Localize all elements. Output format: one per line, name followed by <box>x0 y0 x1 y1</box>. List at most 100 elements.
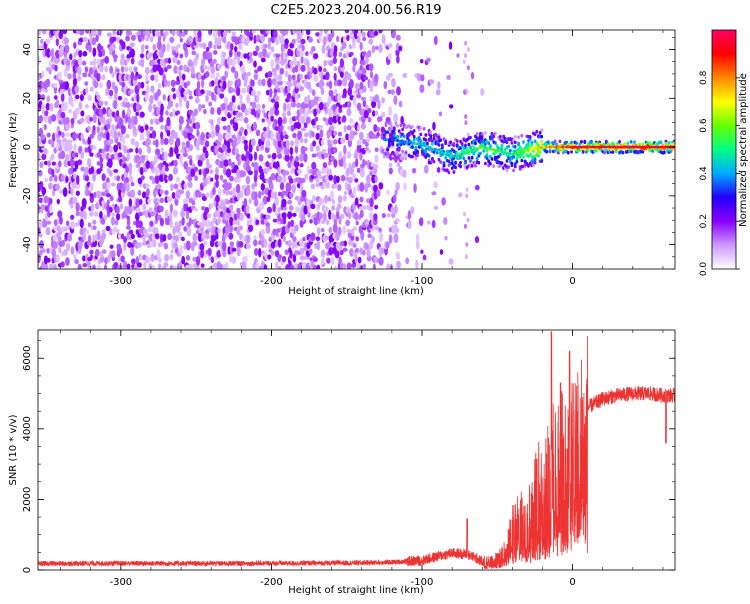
spectrogram-cell <box>123 66 129 72</box>
spectrogram-cell <box>297 169 302 175</box>
spectrogram-cell <box>359 151 363 161</box>
spectrogram-cell <box>188 90 193 96</box>
spectrogram-cell <box>136 93 140 103</box>
spectrogram-cell <box>464 40 468 46</box>
spectrogram-cell <box>365 174 371 184</box>
spectrogram-cell <box>91 37 97 46</box>
spectrogram-cell <box>48 182 53 190</box>
spectrogram-cell <box>87 222 92 228</box>
spectrogram-cell <box>164 31 169 36</box>
spectrogram-cell <box>165 110 169 116</box>
spectrogram-cell <box>364 182 369 193</box>
spectrogram-cell <box>239 94 243 101</box>
spectrogram-cell <box>354 178 359 183</box>
spectrogram-cell <box>55 37 59 47</box>
spectrogram-cell <box>315 182 321 188</box>
spectrogram-cell <box>104 65 109 73</box>
spectrogram-cell <box>347 87 353 96</box>
spectrogram-cell <box>659 140 663 145</box>
spectrogram-cell <box>117 152 123 158</box>
spectrogram-cell <box>431 219 436 229</box>
spectrogram-cell <box>139 126 145 134</box>
spectrogram-cell <box>105 225 111 232</box>
spectrogram-cell <box>332 223 338 234</box>
spectrogram-cell <box>114 85 119 95</box>
spectrogram-cell <box>153 154 159 163</box>
spectrogram-cell <box>299 30 304 37</box>
spectrogram-cell <box>178 260 183 269</box>
spectrogram-cell <box>270 59 275 69</box>
spectrogram-cell <box>159 233 164 243</box>
spectrogram-cell <box>315 177 320 184</box>
spectrogram-cell <box>38 226 41 236</box>
spectrogram-cell <box>226 200 231 205</box>
spectrogram-cell <box>319 30 323 37</box>
spectrogram-cell <box>364 141 369 147</box>
spectrogram-cell <box>88 30 94 37</box>
spectrogram-cell <box>246 123 250 130</box>
spectrogram-cell <box>38 56 41 66</box>
spectrogram-cell <box>149 36 154 43</box>
spectrogram-cell <box>433 181 438 189</box>
spectrogram-cell <box>395 181 400 191</box>
spectrogram-cell <box>455 139 459 143</box>
spectrogram-cell <box>342 88 347 97</box>
spectrogram-cell <box>328 209 332 220</box>
spectrogram-cell <box>332 214 338 220</box>
spectrogram-cell <box>329 125 335 131</box>
spectrogram-cell <box>328 226 333 234</box>
spectrogram-cell <box>631 143 635 147</box>
spectrogram-cell <box>137 233 142 238</box>
spectrogram-cell <box>43 160 49 166</box>
spectrogram-cell <box>70 203 74 209</box>
spectrogram-cell <box>130 34 136 41</box>
spectrogram-cell <box>321 44 326 54</box>
spectrogram-cell <box>355 82 359 89</box>
spectrogram-cell <box>137 220 143 229</box>
spectrogram-cell <box>424 149 428 154</box>
spectrogram-cell <box>159 197 165 204</box>
spectrogram-cell <box>41 30 47 35</box>
spectrogram-cell <box>116 36 121 43</box>
spectrogram-cell <box>338 51 343 58</box>
spectrogram-cell <box>588 143 592 147</box>
spectrogram-cell <box>360 122 367 130</box>
spectrogram-cell <box>304 96 308 105</box>
spectrogram-cell <box>148 103 153 113</box>
spectrogram-cell <box>300 145 306 155</box>
spectrogram-cell <box>183 30 188 36</box>
spectrogram-cell <box>359 81 364 90</box>
spectrogram-cell <box>309 219 313 224</box>
spectrogram-cell <box>239 126 244 133</box>
spectrogram-cell <box>374 147 379 153</box>
spectrogram-cell <box>310 174 315 180</box>
spectrogram-cell <box>266 125 270 133</box>
spectrogram-cell <box>443 216 448 226</box>
spectrogram-cell <box>266 196 271 203</box>
spectrogram-cell <box>73 143 77 153</box>
spectrogram-cell <box>166 129 171 137</box>
spectrogram-cell <box>464 143 467 148</box>
spectrogram-cell <box>84 66 89 73</box>
spectrogram-cell <box>101 231 106 240</box>
spectrogram-cell <box>49 198 53 205</box>
spectrogram-cell <box>231 95 236 103</box>
spectrogram-cell <box>209 203 214 209</box>
spectrogram-cell <box>466 65 470 71</box>
spectrogram-cell <box>276 175 282 183</box>
spectrogram-cell <box>205 166 210 175</box>
spectrogram-cell <box>240 65 246 74</box>
spectrogram-cell <box>214 37 219 47</box>
spectrogram-cell <box>73 42 77 49</box>
spectrogram-cell <box>367 149 372 154</box>
spectrogram-cell <box>271 67 277 73</box>
spectrogram-cell <box>258 247 262 258</box>
spectrogram-cell <box>228 224 234 233</box>
spectrogram-cell <box>388 106 393 116</box>
spectrogram-cell <box>354 211 359 221</box>
spectrogram-cell <box>294 263 299 269</box>
spectrogram-cell <box>61 239 66 247</box>
spectrogram-cell <box>219 174 224 181</box>
spectrogram-cell <box>387 43 393 48</box>
spectrogram-cell <box>194 175 199 181</box>
